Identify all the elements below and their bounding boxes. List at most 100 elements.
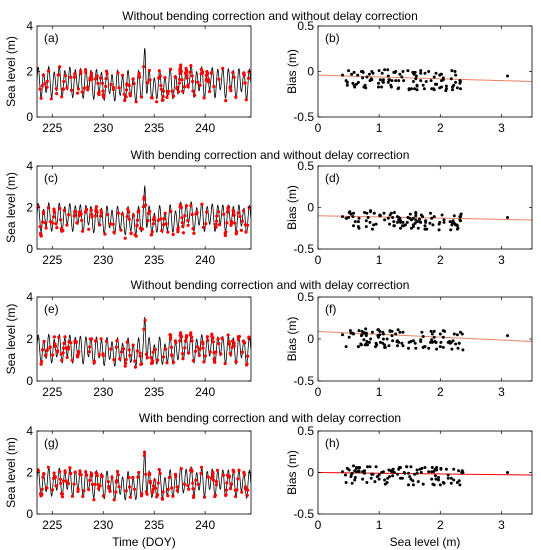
- retrieval-point: [210, 71, 214, 75]
- bias-point: [438, 86, 442, 90]
- bias-point: [431, 223, 435, 227]
- bias-point: [458, 483, 462, 487]
- retrieval-point: [175, 85, 179, 89]
- retrieval-point: [231, 71, 235, 75]
- bias-point: [367, 72, 371, 76]
- bias-point: [415, 84, 419, 88]
- panel-label: (d): [325, 171, 340, 185]
- retrieval-point: [86, 88, 90, 92]
- retrieval-point: [133, 233, 137, 237]
- y-axis-label: Sea level (m): [4, 172, 18, 243]
- bias-point: [364, 225, 368, 229]
- retrieval-point: [64, 479, 68, 483]
- retrieval-point: [178, 205, 182, 209]
- axes-box: [317, 296, 533, 382]
- x-tick-label: 225: [42, 121, 62, 135]
- bias-point: [454, 73, 458, 77]
- retrieval-point: [124, 361, 128, 365]
- retrieval-point: [147, 68, 151, 72]
- retrieval-point: [104, 339, 109, 343]
- retrieval-point: [145, 492, 149, 496]
- retrieval-point: [185, 334, 189, 338]
- bias-point: [388, 475, 391, 479]
- retrieval-point: [44, 226, 48, 230]
- trend-line: [318, 215, 532, 221]
- retrieval-point: [46, 206, 51, 210]
- retrieval-point: [189, 204, 193, 208]
- panel-label: (b): [325, 31, 340, 45]
- retrieval-point: [150, 230, 154, 234]
- retrieval-point: [157, 69, 161, 73]
- bias-point: [451, 88, 454, 92]
- bias-point: [459, 212, 463, 216]
- bias-point: [378, 214, 382, 218]
- retrieval-point: [106, 213, 110, 217]
- bias-point: [434, 340, 438, 344]
- bias-point: [389, 85, 393, 89]
- retrieval-point: [142, 65, 146, 69]
- bias-point: [441, 78, 445, 82]
- retrieval-point: [190, 74, 194, 78]
- bias-point: [410, 87, 413, 91]
- retrieval-point: [63, 74, 68, 78]
- bias-point: [350, 471, 354, 475]
- retrieval-point: [45, 79, 49, 83]
- x-tick-label: 230: [93, 121, 113, 135]
- bias-point: [388, 222, 391, 226]
- bias-point: [361, 470, 365, 474]
- bias-point: [442, 220, 446, 224]
- retrieval-point: [191, 227, 195, 231]
- retrieval-point: [99, 214, 103, 218]
- retrieval-point: [121, 347, 126, 351]
- x-tick-label: 240: [195, 385, 215, 399]
- retrieval-point: [201, 346, 205, 350]
- retrieval-point: [40, 348, 45, 352]
- retrieval-point: [186, 85, 190, 89]
- retrieval-point: [246, 488, 250, 492]
- bias-point: [459, 87, 462, 91]
- retrieval-point: [63, 471, 67, 475]
- retrieval-point: [186, 219, 190, 223]
- retrieval-point: [66, 481, 70, 486]
- retrieval-point: [94, 207, 98, 211]
- retrieval-point: [97, 90, 101, 94]
- retrieval-point: [161, 89, 165, 93]
- retrieval-point: [183, 346, 187, 350]
- retrieval-point: [179, 63, 183, 67]
- retrieval-point: [226, 205, 231, 209]
- retrieval-point: [242, 473, 247, 477]
- retrieval-point: [69, 88, 74, 92]
- retrieval-point: [94, 205, 98, 209]
- retrieval-point: [134, 100, 138, 104]
- bias-point: [451, 339, 455, 343]
- bias-point: [390, 470, 394, 474]
- x-tick-label: 3: [498, 385, 505, 399]
- bias-point: [452, 332, 456, 336]
- bias-point: [353, 220, 357, 224]
- retrieval-point: [191, 481, 195, 485]
- bias-point: [364, 219, 368, 223]
- retrieval-point: [52, 207, 56, 211]
- y-tick-label: 2: [26, 201, 33, 215]
- retrieval-point: [205, 70, 209, 74]
- x-tick-label: 225: [42, 385, 62, 399]
- bias-point: [416, 480, 420, 484]
- x-tick-label: 3: [498, 121, 505, 135]
- bias-point: [421, 83, 425, 87]
- retrieval-point: [215, 219, 219, 223]
- bias-point: [370, 227, 374, 231]
- retrieval-point: [92, 498, 96, 502]
- bias-point: [506, 74, 509, 78]
- bias-point: [432, 75, 436, 79]
- retrieval-point: [155, 100, 159, 104]
- bias-point: [414, 211, 418, 214]
- bias-point: [432, 335, 436, 339]
- bias-point: [405, 465, 409, 469]
- retrieval-point: [69, 75, 73, 79]
- bias-point: [374, 222, 378, 226]
- retrieval-point: [42, 472, 46, 476]
- retrieval-point: [247, 335, 251, 339]
- retrieval-point: [202, 96, 206, 100]
- bias-point: [352, 83, 356, 87]
- retrieval-point: [90, 213, 94, 217]
